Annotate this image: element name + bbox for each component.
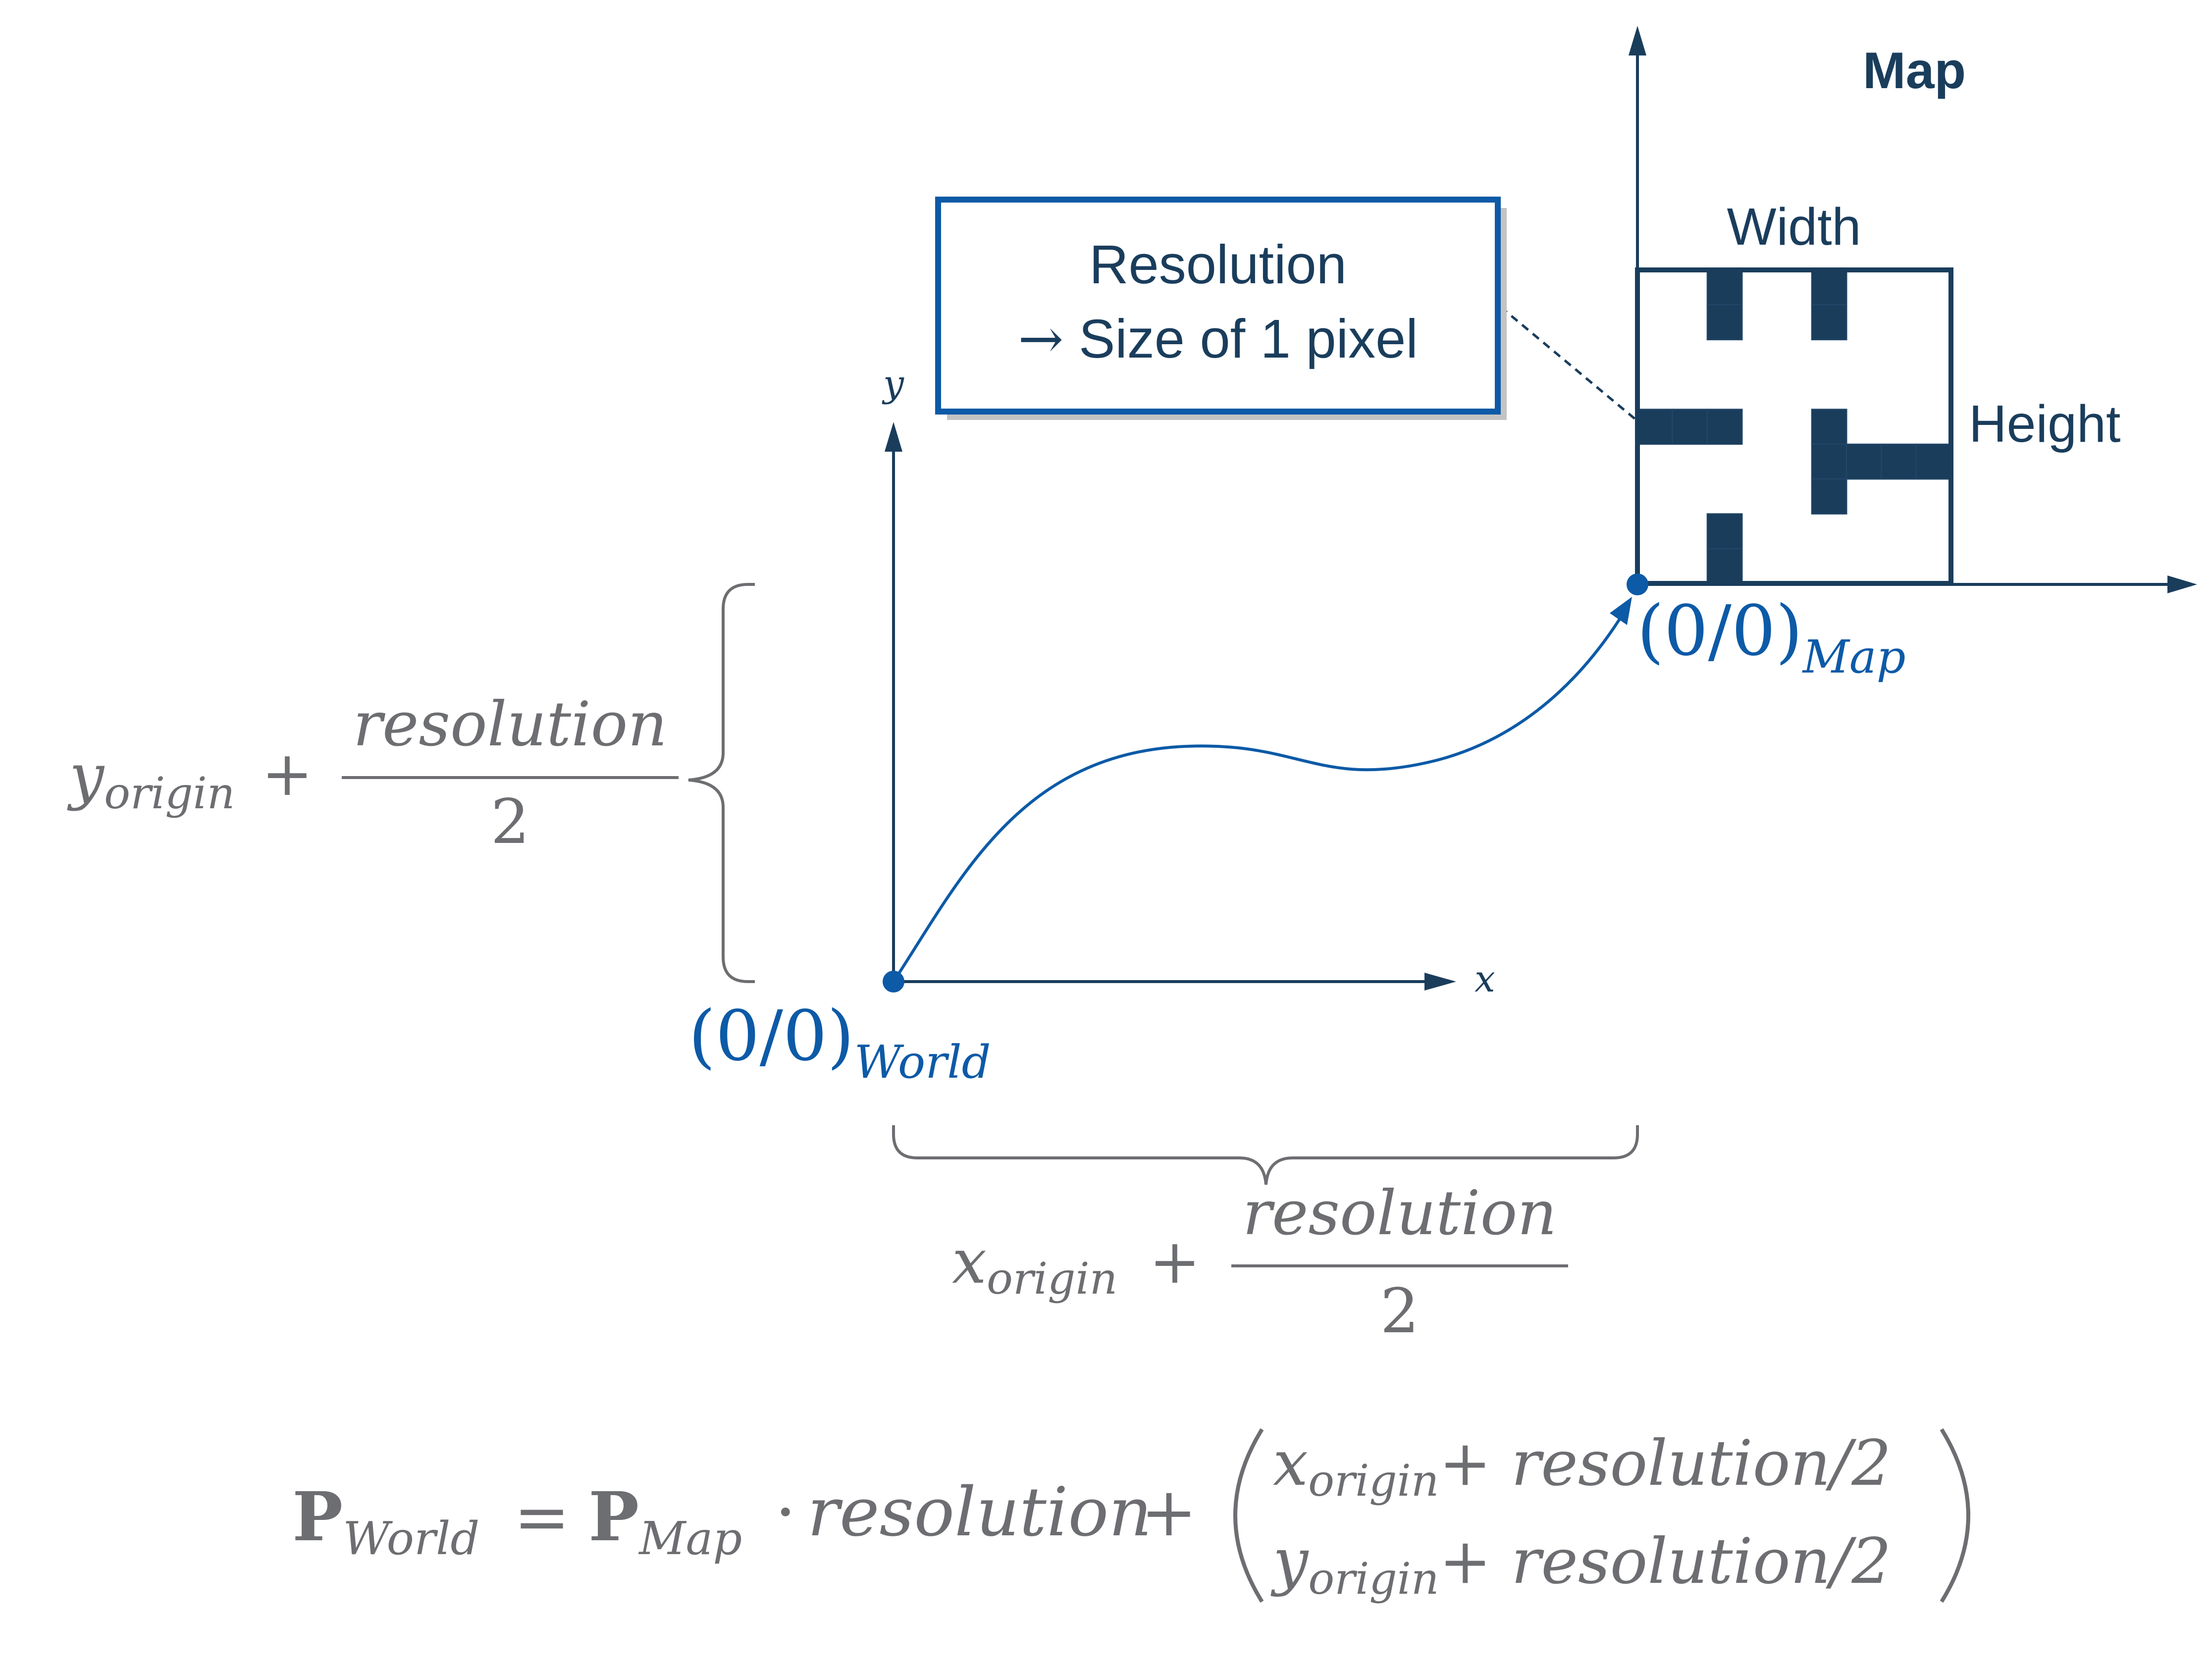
x-offset-denominator: 2 [1380, 1276, 1420, 1347]
map-occupied-cell [1706, 513, 1743, 550]
world-to-map-curve [892, 606, 1629, 983]
y-offset-sub: origin [104, 768, 235, 819]
vector-row-2-sub: origin [1308, 1553, 1439, 1604]
vector-row-1: xorigin+ resolution/2 [1273, 1427, 1891, 1506]
map-occupied-cell [1811, 304, 1847, 341]
world-y-arrowhead [885, 422, 902, 452]
map-occupied-cell [1672, 409, 1708, 445]
world-origin-base: (0/0) [688, 996, 854, 1077]
map-occupied-cell [1811, 443, 1847, 480]
map-occupied-cell [1706, 409, 1743, 445]
world-origin-label: (0/0)World [688, 996, 991, 1089]
map-occupied-cell [1881, 443, 1917, 480]
map-origin-sub: Map [1802, 630, 1906, 683]
x-offset-sub: origin [987, 1253, 1117, 1304]
x-offset-var: xorigin [952, 1226, 1117, 1304]
world-y-label: y [882, 363, 904, 405]
formula-lhs: PWorld [292, 1477, 479, 1565]
map-occupied-cell [1706, 269, 1743, 306]
map-occupied-cell [1811, 409, 1847, 445]
map-x-arrowhead [2167, 575, 2197, 593]
map-frame [1635, 267, 1953, 586]
y-offset-var: yorigin [67, 741, 235, 819]
map-y-arrowhead [1629, 26, 1646, 55]
x-offset-brace [892, 1125, 1639, 1185]
vector-left-paren [1233, 1428, 1264, 1603]
callout-box [935, 197, 1501, 415]
world-x-arrowhead [1424, 973, 1456, 991]
map-occupied-cell [1706, 548, 1743, 584]
formula-rhs: PMap [588, 1477, 742, 1565]
vector-row-1-rest: + resolution/2 [1439, 1427, 1891, 1500]
x-offset-op: + [1149, 1226, 1201, 1298]
vector-row-1-sub: origin [1308, 1455, 1439, 1506]
map-occupied-cell [1811, 478, 1847, 515]
y-offset-expression: yorigin + resolution 2 [67, 689, 679, 858]
world-origin-dot [883, 971, 904, 992]
curve-arrowhead [1610, 597, 1632, 625]
formula-dot: · [775, 1473, 796, 1552]
formula-plus: + [1141, 1473, 1197, 1552]
formula-rhs-bold: P [588, 1477, 639, 1557]
y-offset-denominator: 2 [491, 786, 530, 858]
map-occupied-cell [1811, 269, 1847, 306]
callout-leader-line [1500, 306, 1650, 432]
map-grid [1637, 269, 1952, 584]
map-height-label: Height [1969, 395, 2120, 453]
formula-lhs-sub: World [343, 1512, 479, 1565]
callout-line-2-text: Size of 1 pixel [1079, 309, 1418, 369]
world-origin-sub: World [854, 1036, 991, 1089]
vector-row-2: yorigin+ resolution/2 [1270, 1525, 1891, 1604]
vector-right-paren [1940, 1428, 1970, 1603]
map-origin-label: (0/0)Map [1637, 591, 1906, 683]
world-map-formula: PWorld = PMap · resolution + xorigin+ re… [292, 1427, 1970, 1604]
map-occupied-cell [1915, 443, 1952, 480]
formula-lhs-bold: P [292, 1477, 343, 1557]
x-offset-expression: xorigin + resolution 2 [952, 1178, 1568, 1347]
map-width-label: Width [1727, 198, 1861, 256]
callout-line-1: Resolution [1089, 234, 1347, 295]
x-offset-numerator: resolution [1243, 1178, 1557, 1249]
y-offset-numerator: resolution [353, 689, 667, 760]
map-occupied-cell [1846, 443, 1882, 480]
map-origin-base: (0/0) [1637, 591, 1803, 672]
callout-arrow-glyph: → [1018, 307, 1063, 370]
map-title: Map [1863, 42, 1966, 100]
callout-line-2: → Size of 1 pixel [1018, 307, 1418, 370]
formula-rhs-sub: Map [638, 1512, 742, 1565]
map-occupied-cell [1706, 304, 1743, 341]
world-x-label: x [1475, 958, 1495, 1000]
map-origin-dot [1627, 574, 1648, 595]
formula-term: resolution [807, 1473, 1152, 1552]
formula-equals: = [514, 1478, 570, 1557]
world-axes: y x [882, 363, 1495, 1000]
vector-row-2-rest: + resolution/2 [1439, 1525, 1892, 1598]
y-offset-brace [688, 583, 755, 983]
y-offset-op: + [262, 738, 313, 810]
